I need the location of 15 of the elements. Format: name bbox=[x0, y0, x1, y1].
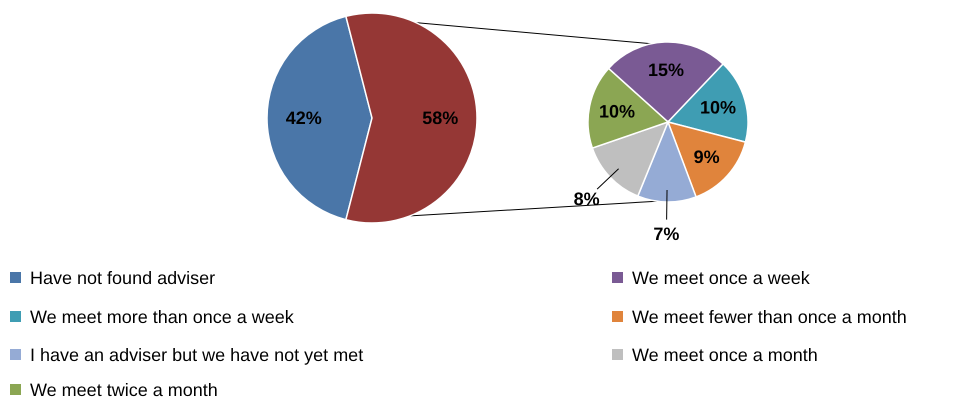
data-label: 9% bbox=[694, 146, 720, 167]
legend-label: We meet once a week bbox=[632, 268, 811, 288]
data-label: 42% bbox=[286, 108, 322, 128]
legend-label: We meet more than once a week bbox=[30, 307, 295, 327]
data-label: 10% bbox=[599, 102, 636, 122]
data-label: 8% bbox=[574, 188, 600, 209]
data-label: 10% bbox=[700, 98, 736, 118]
legend-label: We meet once a month bbox=[632, 345, 818, 365]
legend-label: I have an adviser but we have not yet met bbox=[30, 345, 364, 365]
legend-label: We meet fewer than once a month bbox=[632, 307, 907, 327]
legend-label: Have not found adviser bbox=[30, 268, 216, 288]
data-label: 58% bbox=[422, 108, 458, 128]
data-label: 7% bbox=[653, 224, 680, 244]
data-label: 15% bbox=[648, 60, 684, 80]
legend-label: We meet twice a month bbox=[30, 380, 218, 400]
